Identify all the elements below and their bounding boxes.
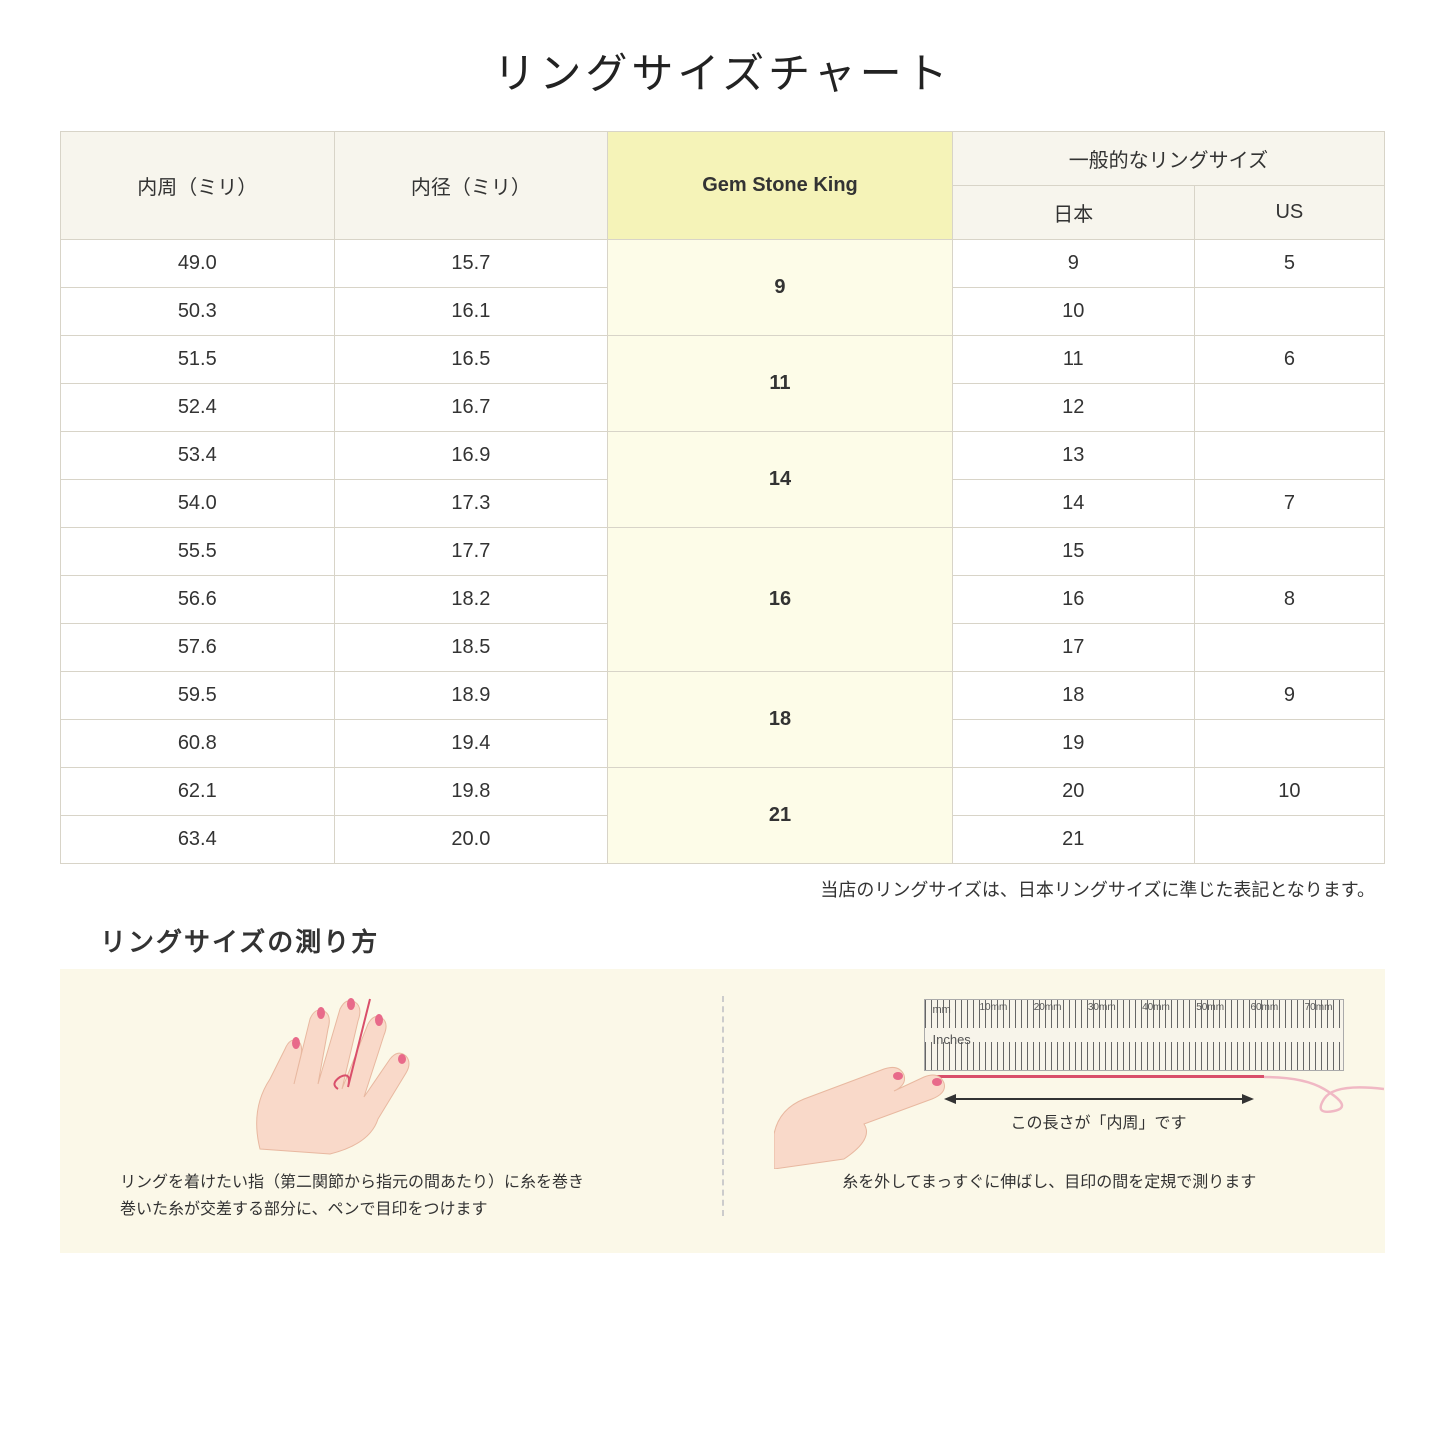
instructions-panel: リングを着けたい指（第二関節から指元の間あたり）に糸を巻き 巻いた糸が交差する部… <box>60 969 1385 1253</box>
gsk-cell: 11 <box>608 336 953 432</box>
panel-divider <box>722 996 724 1216</box>
thread-curl <box>1264 1059 1384 1119</box>
gsk-cell: 14 <box>608 432 953 528</box>
table-row: 59.518.918189 <box>61 672 1385 720</box>
footnote: 当店のリングサイズは、日本リングサイズに準じた表記となります。 <box>60 876 1385 902</box>
th-general: 一般的なリングサイズ <box>952 132 1384 186</box>
table-row: 55.517.71615 <box>61 528 1385 576</box>
table-row: 51.516.511116 <box>61 336 1385 384</box>
instructions-title: リングサイズの測り方 <box>100 922 1385 959</box>
gsk-cell: 21 <box>608 768 953 864</box>
hand-left-svg <box>230 989 470 1159</box>
th-us: US <box>1194 186 1384 240</box>
panel-left: リングを着けたい指（第二関節から指元の間あたり）に糸を巻き 巻いた糸が交差する部… <box>90 989 702 1223</box>
gsk-cell: 9 <box>608 240 953 336</box>
measure-arrow <box>944 1089 1254 1109</box>
ruler-illustration: mm Inches 10mm20mm30mm40mm50mm60mm70mm こ… <box>744 989 1356 1159</box>
table-row: 49.015.7995 <box>61 240 1385 288</box>
th-japan: 日本 <box>952 186 1194 240</box>
table-body: 49.015.799550.316.11051.516.51111652.416… <box>61 240 1385 864</box>
th-gsk: Gem Stone King <box>608 132 953 240</box>
page-title: リングサイズチャート <box>60 40 1385 101</box>
th-diameter: 内径（ミリ） <box>334 132 608 240</box>
right-caption: 糸を外してまっすぐに伸ばし、目印の間を定規で測ります <box>744 1169 1356 1196</box>
th-circumference: 内周（ミリ） <box>61 132 335 240</box>
ring-size-table: 内周（ミリ） 内径（ミリ） Gem Stone King 一般的なリングサイズ … <box>60 131 1385 864</box>
left-caption: リングを着けたい指（第二関節から指元の間あたり）に糸を巻き 巻いた糸が交差する部… <box>90 1169 702 1223</box>
gsk-cell: 18 <box>608 672 953 768</box>
table-row: 53.416.91413 <box>61 432 1385 480</box>
hand-wrap-illustration <box>90 989 702 1159</box>
table-row: 62.119.8212010 <box>61 768 1385 816</box>
thread-line <box>934 1075 1264 1078</box>
ruler-marks: 10mm20mm30mm40mm50mm60mm70mm <box>980 1002 1343 1013</box>
gsk-cell: 16 <box>608 528 953 672</box>
arrow-label: この長さが「内周」です <box>944 1109 1254 1133</box>
hand-right-svg <box>774 1049 954 1169</box>
panel-right: mm Inches 10mm20mm30mm40mm50mm60mm70mm こ… <box>744 989 1356 1223</box>
